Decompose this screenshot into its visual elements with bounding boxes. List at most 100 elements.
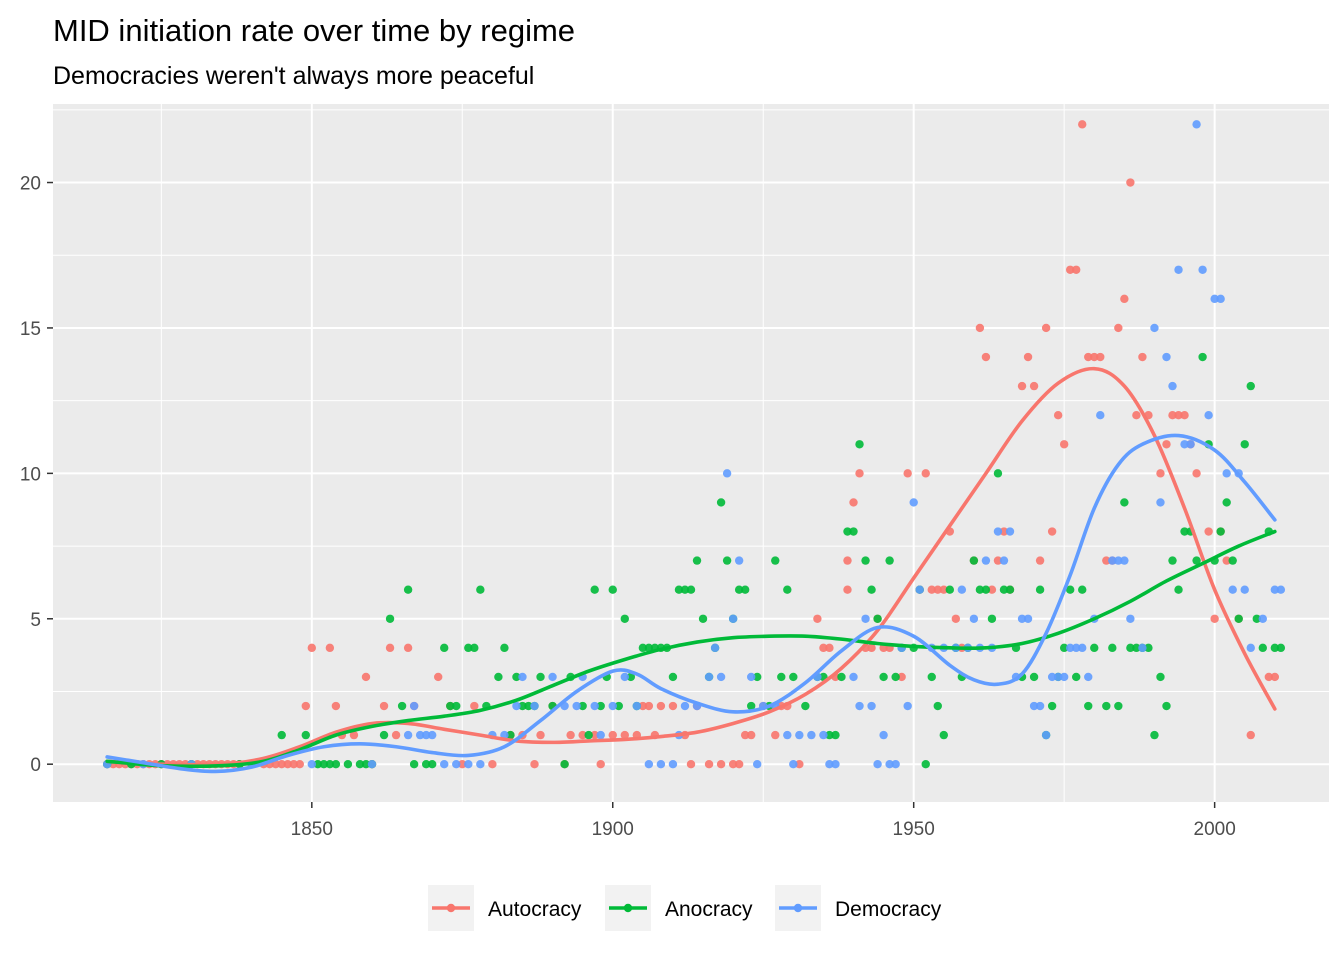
legend-label-autocracy: Autocracy [488,898,582,921]
data-point [1216,527,1225,536]
data-point [1005,585,1015,594]
data-point [434,672,443,682]
data-point [686,585,696,594]
data-point [1047,701,1057,711]
data-point [361,672,371,682]
data-point [1144,643,1153,653]
data-point [686,759,696,769]
data-point [584,730,593,740]
data-point [849,527,858,536]
data-point [1041,730,1051,740]
data-point [427,759,437,769]
data-point [1168,556,1177,565]
data-point [1234,614,1243,623]
data-point [1096,410,1105,420]
data-point [843,585,852,594]
data-point [1114,323,1123,333]
data-point [728,759,738,769]
data-point [494,672,503,682]
data-point [1059,440,1069,449]
data-point [385,643,395,653]
data-point [343,759,353,769]
data-point [903,469,912,478]
data-point [807,730,816,740]
data-point [536,672,545,682]
data-point [746,701,756,711]
data-point [440,643,449,653]
data-point [999,585,1009,594]
data-point [951,614,961,623]
data-point [518,672,527,682]
data-point [746,730,756,740]
data-point [813,614,822,623]
data-point [1246,730,1255,740]
data-point [1065,585,1075,594]
y-axis: 0 5 10 15 20 [20,174,53,776]
data-point [590,585,599,594]
data-point [1168,381,1177,391]
data-point [488,759,497,769]
data-point [975,585,985,594]
data-point [1156,672,1165,682]
data-point [897,672,906,682]
data-point [855,440,864,449]
data-point [524,701,533,711]
data-point [608,585,617,594]
data-point [1035,556,1045,565]
data-point [506,730,515,740]
data-point [1246,643,1255,653]
data-point [403,730,413,740]
data-point [981,585,991,594]
data-point [319,759,329,769]
data-point [1053,672,1063,682]
data-point [1228,585,1237,594]
data-point [692,556,702,565]
data-point [981,556,991,565]
data-point [1138,352,1147,362]
data-point [1023,614,1033,623]
data-point [945,585,955,594]
data-point [849,672,858,682]
data-point [861,556,870,565]
data-point [975,323,985,333]
data-point [313,759,323,769]
legend-point [793,903,803,913]
data-point [1210,294,1219,304]
data-point [1120,556,1129,565]
data-point [710,643,720,653]
data-point [1126,643,1135,653]
data-point [458,759,467,769]
series-autocracy [102,120,1280,769]
data-point [753,672,762,682]
x-axis: 1850 1900 1950 2000 [291,802,1236,840]
data-point [771,730,780,740]
x-tick-label: 1850 [291,819,333,840]
data-point [825,759,834,769]
data-point [403,643,413,653]
data-point [939,730,948,740]
data-point [1228,556,1237,565]
data-point [409,701,419,711]
data-point [993,556,1003,565]
data-point [277,759,286,769]
data-point [1090,352,1099,362]
data-point [518,701,527,711]
data-point [783,730,792,740]
data-point [572,701,581,711]
data-point [1180,527,1189,536]
data-point [331,759,341,769]
data-point [349,730,359,740]
data-point [740,585,750,594]
data-point [452,701,461,711]
data-point [1174,410,1183,420]
data-point [361,759,371,769]
data-point [1258,614,1267,623]
smooth-line-anocracy [105,529,1277,768]
data-point [590,701,599,711]
data-point [909,498,918,507]
data-point [379,730,389,740]
data-point [415,730,425,740]
data-point [921,469,930,478]
data-point [1029,672,1039,682]
